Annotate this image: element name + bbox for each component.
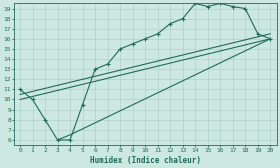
X-axis label: Humidex (Indice chaleur): Humidex (Indice chaleur) [90,156,201,164]
